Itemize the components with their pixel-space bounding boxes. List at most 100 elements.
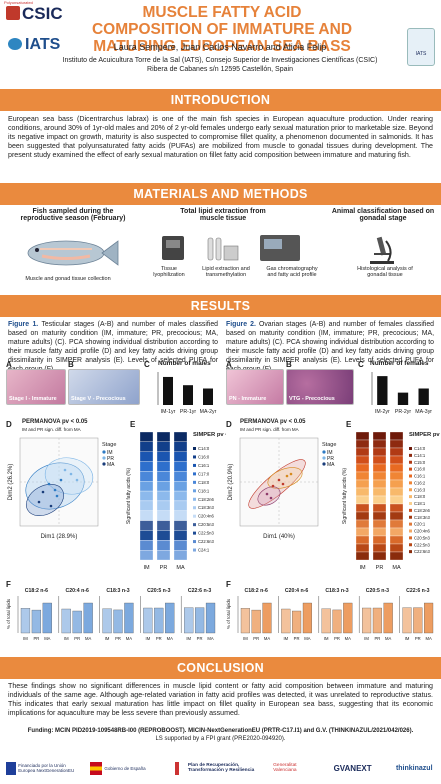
stack-segment (173, 461, 188, 472)
eu-flag-icon (6, 761, 17, 775)
stack-segment (355, 511, 370, 521)
male-pufa-charts: % of total lipids C18:2 n-6 IM PR MA C20:4 n-… (6, 588, 216, 641)
stack-legend-swatch (409, 508, 412, 512)
pufa-title: C18:3 n-3 (325, 588, 348, 594)
stack-segment (372, 471, 387, 481)
stack-legend-swatch (409, 515, 412, 519)
stack-legend-label: C18:0 (198, 480, 210, 485)
male-count-chart: IM-1yr PR-1yr MA-2yr (157, 372, 217, 414)
female-count-chart: IM-2yr PR-2yr MA-3yr (371, 372, 432, 414)
male-panel-b-letter: B (68, 360, 74, 369)
male-photo-a-label: Stage I - Immature (9, 396, 57, 402)
stack-segment (372, 455, 387, 465)
stack-segment (173, 481, 188, 492)
results-heading: RESULTS (0, 295, 441, 317)
pufa-bar (292, 610, 302, 634)
stack-x-label: PR (376, 565, 384, 571)
pca-point (47, 482, 51, 486)
stack-legend-label: C14:1 (414, 453, 426, 458)
stack-segment (389, 455, 404, 465)
pca-legend-label: MA (327, 462, 335, 468)
fish-icon (27, 240, 119, 266)
stack-x-label: IM (359, 565, 366, 571)
spain-flag-icon (90, 761, 103, 775)
stack-legend-label: C20:5n3 (414, 535, 431, 540)
male-panel-f-letter: F (6, 580, 11, 589)
stack-segment (389, 543, 404, 553)
stack-segment (389, 519, 404, 529)
stack-segment (389, 535, 404, 545)
female-panel-e-letter: E (346, 420, 352, 429)
pufa-x-label: PR (415, 636, 421, 641)
stack-segment (355, 535, 370, 545)
count-x-label: MA-3yr (415, 409, 432, 414)
stack-segment (355, 543, 370, 553)
stack-legend-label: C22:5n3 (414, 542, 431, 547)
pufa-x-label: MA (425, 636, 431, 641)
stack-legend-swatch (193, 523, 196, 527)
poster-tag: Polyunsaturated (4, 0, 33, 5)
stack-segment (139, 431, 154, 442)
conclusion-heading: CONCLUSION (0, 657, 441, 679)
pufa-x-label: IM (146, 636, 151, 641)
stack-segment (156, 510, 171, 521)
stack-segment (372, 511, 387, 521)
stack-segment (355, 503, 370, 513)
pufa-x-label: PR (74, 636, 80, 641)
pufa-bar (102, 608, 112, 634)
pufa-x-label: PR (33, 636, 39, 641)
pufa-x-label: MA (264, 636, 270, 641)
stack-legend-label: C16:0 (198, 454, 210, 459)
stack-legend-swatch (193, 455, 196, 459)
count-bar (203, 388, 213, 405)
stack-segment (139, 451, 154, 462)
pufa-bar (240, 608, 250, 634)
pufa-title: C20:4 n-6 (285, 588, 308, 594)
stack-segment (355, 487, 370, 497)
institution: Instituto de Acuicultura Torre de la Sal… (40, 56, 400, 74)
stack-segment (156, 530, 171, 541)
pufa-title: C20:4 n-6 (66, 588, 89, 594)
female-permanova-sub: IM and PR sign. diff. from MA (240, 427, 299, 432)
pufa-x-label: MA (207, 636, 213, 641)
eu-logo: Financiado por la Unión Europea NextGene… (6, 761, 78, 775)
stack-segment (389, 487, 404, 497)
stack-segment (389, 495, 404, 505)
pca-point (59, 478, 63, 482)
microscope-icon (370, 236, 394, 264)
pufa-bar (262, 602, 272, 634)
female-photo-a: PN - Immature (226, 369, 284, 405)
stack-segment (389, 471, 404, 481)
male-panel-e-letter: E (130, 420, 136, 429)
methods-equipment (160, 232, 310, 262)
stack-segment (372, 519, 387, 529)
stack-legend-label: C15:0 (414, 460, 426, 465)
pufa-title: C18:2 n-6 (245, 588, 268, 594)
pufa-x-label: MA (85, 636, 91, 641)
stack-legend-swatch (193, 447, 196, 450)
stack-segment (173, 500, 188, 511)
stack-segment (173, 451, 188, 462)
female-panel-c-letter: C (358, 360, 364, 369)
pca-legend-label: PR (327, 456, 334, 462)
pufa-title: C20:5 n-3 (147, 588, 170, 594)
pufa-bar (343, 602, 353, 634)
stack-legend-label: C18:1 (198, 488, 210, 493)
stack-segment (139, 441, 154, 452)
pufa-bar (154, 607, 164, 634)
stack-legend-swatch (193, 497, 196, 501)
stack-segment (173, 490, 188, 502)
pufa-x-label: PR (115, 636, 121, 641)
simper-label: SIMPER pv < 0.05 (193, 432, 226, 438)
stack-segment (173, 550, 188, 561)
stack-segment (372, 535, 387, 545)
female-panel-b-letter: B (286, 360, 292, 369)
pufa-x-label: PR (334, 636, 340, 641)
stack-legend-swatch (409, 502, 412, 505)
pufa-bar (42, 602, 52, 634)
pca-point (53, 488, 57, 492)
stack-segment (372, 495, 387, 505)
stack-segment (173, 530, 188, 541)
pufa-x-label: IM (23, 636, 28, 641)
pufa-y-label: % of total lipids (6, 598, 11, 629)
